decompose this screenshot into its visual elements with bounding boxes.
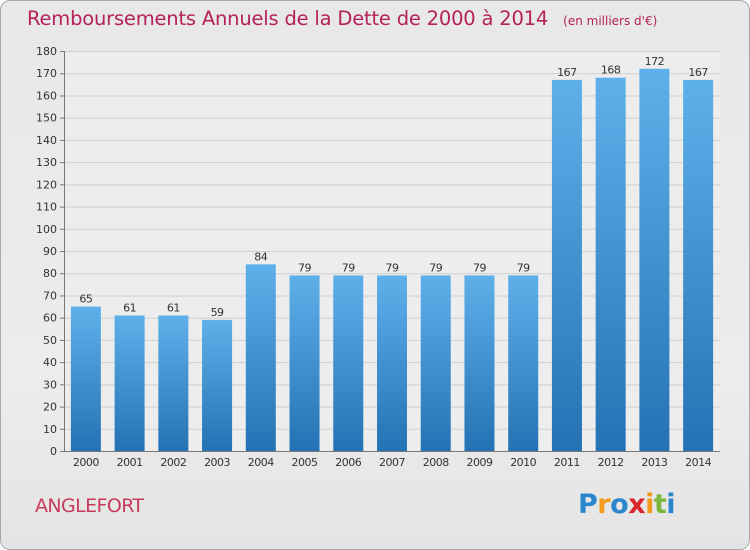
bar-value-label: 79 bbox=[298, 261, 311, 274]
bar bbox=[245, 264, 276, 451]
y-tick-label: 110 bbox=[36, 201, 57, 214]
y-tick-label: 170 bbox=[36, 67, 57, 80]
y-tick-label: 130 bbox=[36, 156, 57, 169]
bar bbox=[70, 306, 101, 451]
y-tick-label: 50 bbox=[43, 334, 57, 347]
y-tick-label: 40 bbox=[43, 356, 57, 369]
x-tick-label: 2000 bbox=[73, 456, 99, 469]
x-tick-label: 2007 bbox=[379, 456, 405, 469]
bar bbox=[377, 275, 407, 451]
x-tick-label: 2001 bbox=[117, 456, 143, 469]
bar-value-label: 65 bbox=[79, 293, 92, 306]
y-tick-label: 150 bbox=[36, 112, 57, 125]
y-tick-label: 160 bbox=[36, 89, 57, 102]
y-tick-label: 60 bbox=[43, 312, 57, 325]
bar bbox=[508, 275, 539, 451]
bar-value-label: 79 bbox=[386, 261, 399, 274]
y-tick-label: 100 bbox=[36, 223, 57, 236]
bar-value-label: 167 bbox=[688, 66, 708, 79]
proxiti-logo: Proxiti bbox=[578, 489, 676, 520]
y-tick-label: 0 bbox=[50, 445, 57, 458]
bar-value-label: 61 bbox=[123, 301, 136, 314]
bar bbox=[289, 275, 320, 451]
bar-value-label: 167 bbox=[557, 66, 577, 79]
bar-value-label: 59 bbox=[211, 306, 224, 319]
x-tick-label: 2014 bbox=[685, 456, 711, 469]
bar-value-label: 79 bbox=[473, 261, 486, 274]
y-tick-label: 140 bbox=[36, 134, 57, 147]
x-tick-label: 2013 bbox=[641, 456, 667, 469]
x-tick-label: 2011 bbox=[554, 456, 580, 469]
bar-value-label: 79 bbox=[517, 261, 530, 274]
commune-name: ANGLEFORT bbox=[35, 495, 144, 517]
chart-title: Remboursements Annuels de la Dette de 20… bbox=[27, 7, 549, 30]
x-tick-label: 2008 bbox=[423, 456, 449, 469]
bar-value-label: 79 bbox=[429, 261, 442, 274]
x-tick-label: 2005 bbox=[292, 456, 318, 469]
x-tick-label: 2003 bbox=[204, 456, 230, 469]
bar-value-label: 168 bbox=[601, 64, 621, 77]
y-tick-label: 20 bbox=[43, 401, 57, 414]
x-tick-label: 2002 bbox=[160, 456, 186, 469]
bar bbox=[420, 275, 451, 451]
bar-value-label: 172 bbox=[645, 55, 665, 68]
y-tick-label: 180 bbox=[36, 45, 57, 58]
y-tick-label: 120 bbox=[36, 178, 57, 191]
bar bbox=[464, 275, 495, 451]
chart-title-row: Remboursements Annuels de la Dette de 20… bbox=[27, 7, 657, 30]
bar bbox=[639, 68, 670, 452]
bar bbox=[683, 79, 714, 451]
chart-unit-label: (en milliers d'€) bbox=[563, 14, 658, 28]
bar bbox=[202, 319, 233, 451]
bar bbox=[158, 315, 189, 451]
bar-value-label: 61 bbox=[167, 301, 180, 314]
bar-value-label: 84 bbox=[254, 250, 267, 263]
bar bbox=[114, 315, 145, 451]
x-tick-label: 2004 bbox=[248, 456, 274, 469]
y-tick-label: 10 bbox=[43, 423, 57, 436]
x-tick-label: 2009 bbox=[466, 456, 492, 469]
y-tick-label: 80 bbox=[43, 267, 57, 280]
bar bbox=[551, 79, 582, 451]
x-tick-label: 2012 bbox=[598, 456, 624, 469]
bar bbox=[333, 275, 364, 451]
bar bbox=[595, 77, 626, 452]
bar-value-label: 79 bbox=[342, 261, 355, 274]
x-tick-label: 2006 bbox=[335, 456, 361, 469]
y-tick-label: 90 bbox=[43, 245, 57, 258]
y-tick-label: 30 bbox=[43, 378, 57, 391]
x-tick-label: 2010 bbox=[510, 456, 536, 469]
y-tick-label: 70 bbox=[43, 289, 57, 302]
